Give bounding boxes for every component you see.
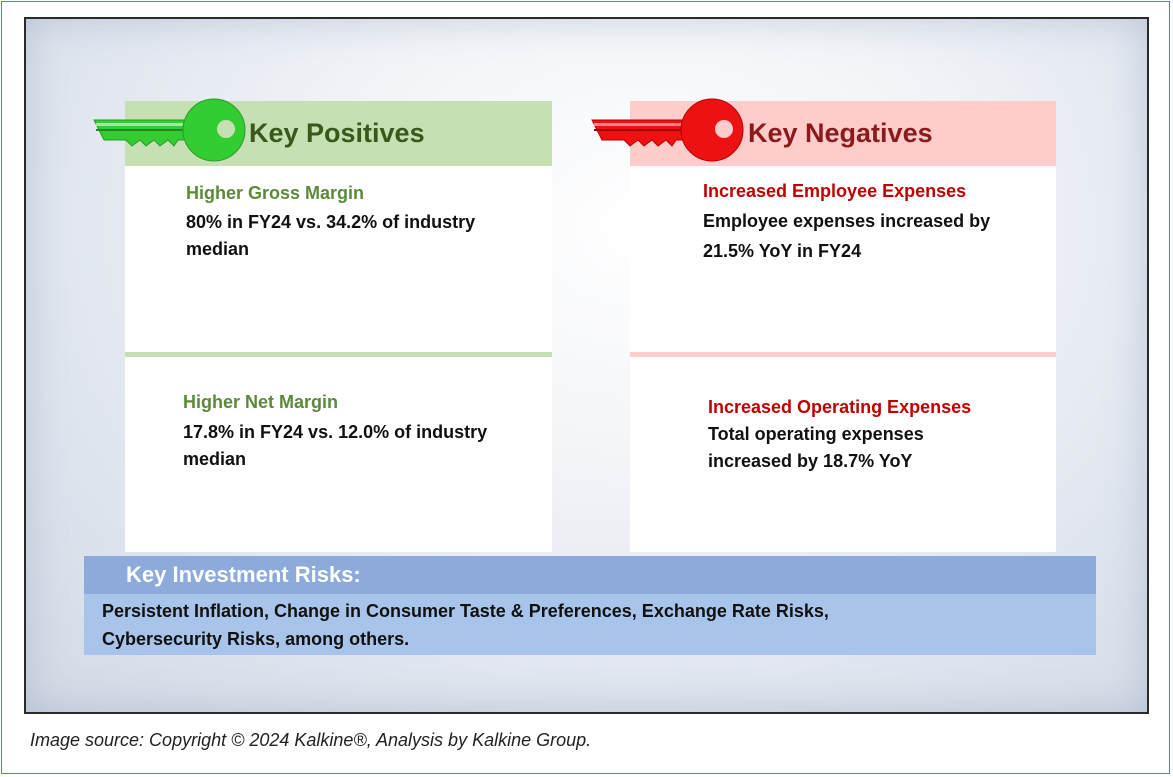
positive-item-2-body-line1: 17.8% in FY24 vs. 12.0% of industry (183, 422, 488, 442)
positive-item-1-title: Higher Gross Margin (186, 183, 365, 203)
positive-divider (125, 352, 552, 357)
negative-card-2 (630, 357, 1056, 552)
key-negatives-title: Key Negatives (748, 118, 933, 148)
negative-divider (630, 352, 1056, 357)
risks-line-2: Cybersecurity Risks, among others. (102, 629, 410, 649)
positive-card-2 (125, 357, 552, 552)
green-key-icon (93, 98, 246, 162)
key-positives-title: Key Positives (249, 118, 425, 148)
positive-item-2-body-line2: median (183, 449, 247, 469)
image-source-caption: Image source: Copyright © 2024 Kalkine®,… (30, 730, 592, 750)
negative-item-1-body-line1: Employee expenses increased by (703, 211, 991, 231)
key-investment-risks-body: Persistent Inflation, Change in Consumer… (84, 594, 1096, 655)
negative-item-1-body-line2: 21.5% YoY in FY24 (703, 241, 862, 261)
red-key-icon (591, 98, 744, 162)
positive-item-1-body-line2: median (186, 239, 250, 259)
positive-item-1-body-line1: 80% in FY24 vs. 34.2% of industry (186, 212, 476, 232)
negative-item-1-title: Increased Employee Expenses (703, 181, 967, 201)
negative-item-2-title: Increased Operating Expenses (708, 397, 972, 417)
positive-card-1 (125, 166, 552, 352)
negative-card-1 (630, 166, 1056, 352)
positive-item-2-title: Higher Net Margin (183, 392, 339, 412)
key-investment-risks-header: Key Investment Risks: (84, 556, 1096, 594)
key-investment-risks-title: Key Investment Risks: (126, 562, 361, 587)
risks-line-1: Persistent Inflation, Change in Consumer… (102, 601, 829, 621)
negative-item-2-body-line1: Total operating expenses (708, 424, 924, 444)
negative-item-2-body-line2: increased by 18.7% YoY (708, 451, 913, 471)
